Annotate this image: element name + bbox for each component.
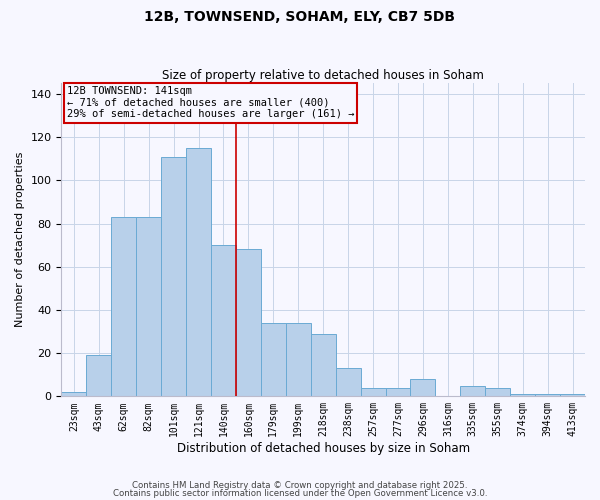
X-axis label: Distribution of detached houses by size in Soham: Distribution of detached houses by size …: [176, 442, 470, 455]
Bar: [211, 245, 236, 396]
Bar: [111, 217, 136, 396]
Text: Contains HM Land Registry data © Crown copyright and database right 2025.: Contains HM Land Registry data © Crown c…: [132, 481, 468, 490]
Bar: [485, 388, 510, 396]
Y-axis label: Number of detached properties: Number of detached properties: [15, 152, 25, 328]
Bar: [136, 217, 161, 396]
Bar: [535, 394, 560, 396]
Bar: [386, 388, 410, 396]
Bar: [335, 368, 361, 396]
Bar: [161, 156, 186, 396]
Text: 12B, TOWNSEND, SOHAM, ELY, CB7 5DB: 12B, TOWNSEND, SOHAM, ELY, CB7 5DB: [145, 10, 455, 24]
Bar: [236, 250, 261, 396]
Bar: [286, 323, 311, 396]
Bar: [61, 392, 86, 396]
Text: 12B TOWNSEND: 141sqm
← 71% of detached houses are smaller (400)
29% of semi-deta: 12B TOWNSEND: 141sqm ← 71% of detached h…: [67, 86, 354, 120]
Bar: [410, 379, 436, 396]
Bar: [261, 323, 286, 396]
Bar: [86, 356, 111, 397]
Bar: [311, 334, 335, 396]
Bar: [186, 148, 211, 396]
Bar: [460, 386, 485, 396]
Text: Contains public sector information licensed under the Open Government Licence v3: Contains public sector information licen…: [113, 488, 487, 498]
Bar: [361, 388, 386, 396]
Title: Size of property relative to detached houses in Soham: Size of property relative to detached ho…: [162, 69, 484, 82]
Bar: [560, 394, 585, 396]
Bar: [510, 394, 535, 396]
